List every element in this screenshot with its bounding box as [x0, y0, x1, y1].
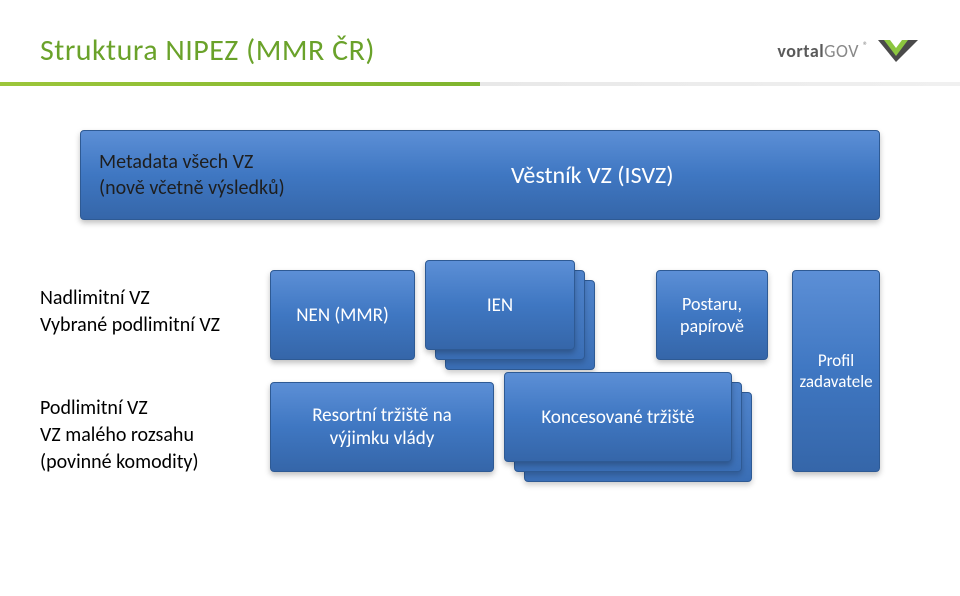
box-profil: Profil zadavatele — [792, 270, 880, 472]
box-resortni-line1: Resortní tržiště na — [312, 404, 452, 427]
left-g2-line2: VZ malého rozsahu — [40, 422, 250, 449]
swoosh-icon — [876, 38, 920, 64]
box-koncesovane: Koncesované tržiště — [504, 372, 732, 462]
box-profil-line1: Profil — [799, 350, 872, 371]
left-g1-line1: Nadlimitní VZ — [40, 285, 250, 312]
left-group-2: Podlimitní VZ VZ malého rozsahu (povinné… — [40, 395, 250, 476]
topbar-left-line1: Metadata všech VZ — [99, 149, 285, 175]
box-resortni-line2: výjimku vlády — [312, 427, 452, 450]
logo-registered: ® — [863, 39, 868, 52]
box-postaru-line2: papírově — [680, 315, 744, 337]
page-title: Struktura NIPEZ (MMR ČR) — [40, 32, 375, 69]
box-ien-stack: IEN — [425, 260, 595, 370]
box-profil-line2: zadavatele — [799, 371, 872, 392]
box-nen: NEN (MMR) — [270, 270, 415, 360]
logo-text-thin: GOV — [824, 40, 859, 62]
box-ien-label: IEN — [487, 294, 513, 317]
left-labels: Nadlimitní VZ Vybrané podlimitní VZ Podl… — [40, 285, 250, 476]
topbar-right-text: Věstník VZ (ISVZ) — [511, 161, 674, 190]
left-g1-line2: Vybrané podlimitní VZ — [40, 312, 250, 339]
box-ien: IEN — [425, 260, 575, 350]
topbar-vestnik: Metadata všech VZ (nově včetně výsledků)… — [80, 130, 880, 220]
box-resortni: Resortní tržiště na výjimku vlády — [270, 382, 494, 472]
topbar-left-text: Metadata všech VZ (nově včetně výsledků) — [99, 149, 285, 201]
header-divider — [0, 82, 960, 86]
box-nen-label: NEN (MMR) — [296, 304, 388, 327]
left-group-1: Nadlimitní VZ Vybrané podlimitní VZ — [40, 285, 250, 339]
box-koncesovane-stack: Koncesované tržiště — [504, 372, 752, 482]
logo-text-bold: vortal — [777, 40, 824, 62]
left-g2-line3: (povinné komodity) — [40, 449, 250, 476]
box-postaru: Postaru, papírově — [656, 270, 768, 360]
logo-text: vortalGOV — [777, 40, 859, 62]
box-postaru-line1: Postaru, — [680, 293, 744, 315]
logo: vortalGOV ® — [777, 38, 920, 64]
box-koncesovane-label: Koncesované tržiště — [541, 406, 694, 429]
left-g2-line1: Podlimitní VZ — [40, 395, 250, 422]
topbar-left-line2: (nově včetně výsledků) — [99, 175, 285, 201]
